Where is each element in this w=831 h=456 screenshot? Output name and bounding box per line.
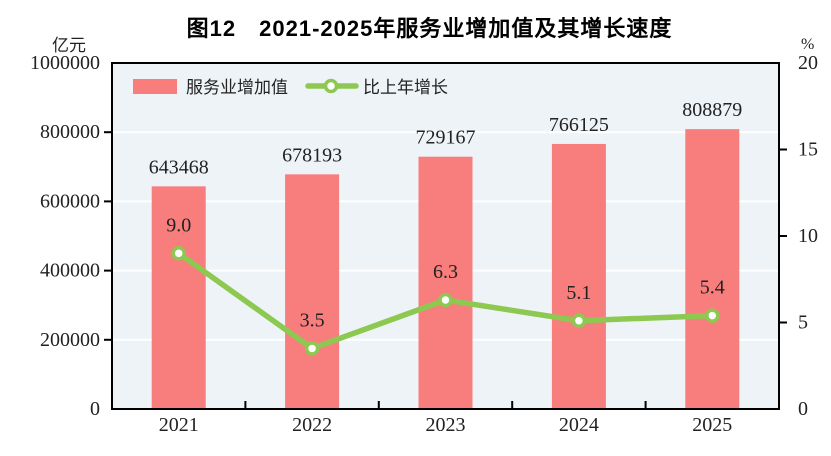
left-axis-tick-label: 1000000 <box>30 52 100 74</box>
right-axis-tick-label: 15 <box>798 139 818 161</box>
x-axis-label: 2021 <box>159 414 199 436</box>
bar-2024 <box>551 143 606 409</box>
left-axis-tick-label: 600000 <box>40 190 100 212</box>
right-axis-tick-label: 20 <box>798 52 818 74</box>
bar-2022 <box>285 174 340 409</box>
legend-bar-swatch <box>133 79 177 94</box>
legend-line-marker <box>323 78 339 94</box>
bar-value-label: 678193 <box>282 144 342 166</box>
right-axis-unit-label: % <box>801 36 815 53</box>
bar-value-label: 643468 <box>149 156 209 178</box>
bar-value-label: 729167 <box>416 127 476 149</box>
line-marker-2024 <box>571 313 587 329</box>
right-axis-tick-label: 10 <box>798 225 818 247</box>
left-axis-tick-label: 400000 <box>40 260 100 282</box>
bar-2023 <box>418 156 473 409</box>
line-marker-2023 <box>438 292 453 308</box>
line-value-label: 5.4 <box>700 277 725 299</box>
right-axis-tick-label: 5 <box>798 312 808 334</box>
line-marker-2025 <box>705 308 720 323</box>
line-value-label: 6.3 <box>433 261 458 283</box>
line-value-label: 9.0 <box>166 214 191 236</box>
bar-2021 <box>151 186 206 409</box>
right-axis-tick-label: 0 <box>798 398 808 420</box>
line-value-label: 3.5 <box>300 309 325 331</box>
line-value-label: 5.1 <box>566 282 591 304</box>
x-axis-label: 2024 <box>559 414 599 436</box>
left-axis-tick-label: 0 <box>90 398 100 420</box>
left-axis-tick-label: 200000 <box>40 329 100 351</box>
bar-value-label: 808879 <box>682 99 742 121</box>
x-axis-label: 2025 <box>692 414 732 436</box>
bar-2025 <box>685 129 740 409</box>
legend-line-label: 比上年增长 <box>363 78 448 97</box>
chart-title: 图12 2021-2025年服务业增加值及其增长速度 <box>186 16 673 41</box>
line-marker-2021 <box>171 246 186 261</box>
left-axis-tick-label: 800000 <box>40 121 100 143</box>
bar-value-label: 766125 <box>549 114 609 136</box>
legend-bar-label: 服务业增加值 <box>186 78 288 97</box>
line-marker-2022 <box>304 341 320 356</box>
left-axis-unit-label: 亿元 <box>52 36 86 55</box>
x-axis-label: 2022 <box>292 414 332 436</box>
x-axis-label: 2023 <box>426 414 466 436</box>
